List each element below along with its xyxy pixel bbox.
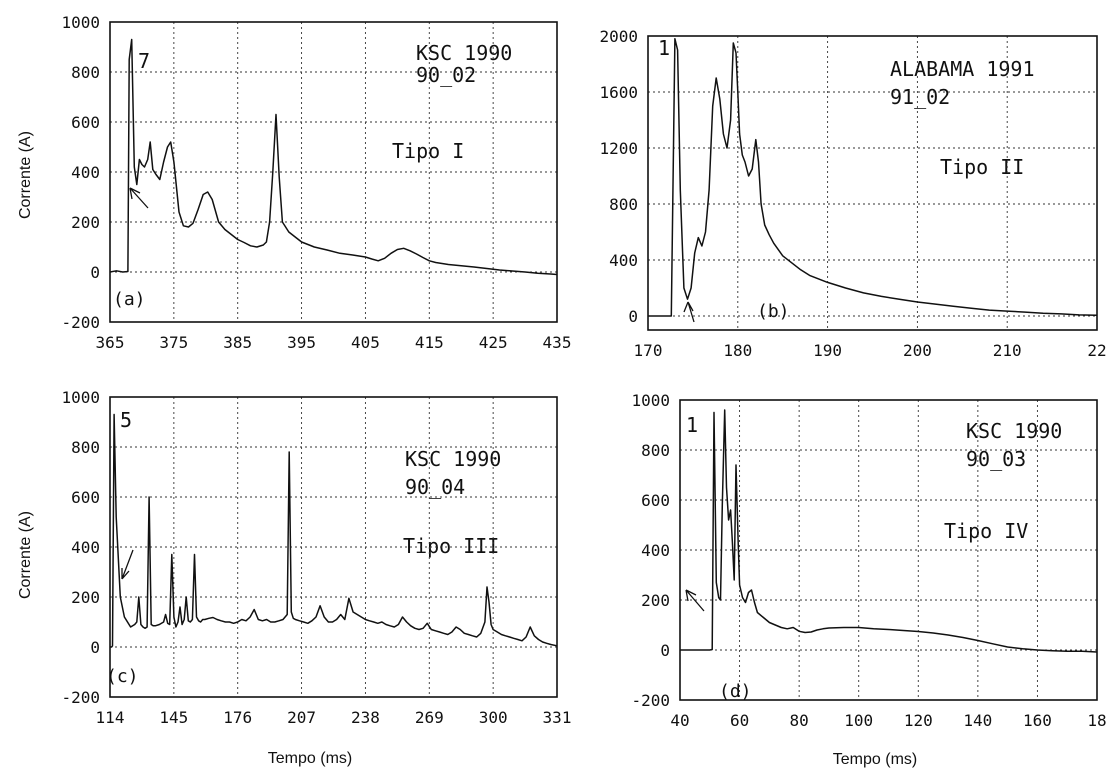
x-tick-label: 238 [351,708,380,727]
x-tick-label: 60 [730,711,749,730]
x-tick-label: 140 [963,711,992,730]
arrow-indicator [121,549,134,580]
current-trace [680,409,1098,653]
panel-b: ALABAMA 1991 91_02 Tipo II 1 (b) 170 180 1… [599,27,1106,360]
annotation-stroke-count: 5 [120,408,132,432]
y-tick-label: 1200 [599,139,638,158]
y-tick-label: 600 [71,488,100,507]
y-tick-label: 200 [71,213,100,232]
x-tick-label: 120 [904,711,933,730]
x-tick-label: 210 [993,341,1022,360]
arrow-indicator [683,301,695,323]
y-axis-label: Corrente (A) [17,511,34,599]
y-tick-label: 800 [609,195,638,214]
x-axis-label: Tempo (ms) [833,751,917,768]
y-tick-label: 1600 [599,83,638,102]
x-tick-label: 180 [723,341,752,360]
annotation-type: Tipo III [403,534,499,558]
y-tick-label: 0 [628,307,638,326]
x-tick-label: 405 [351,333,380,352]
plot-frame [647,35,1098,331]
annotation-event-id: 90_02 [416,63,476,87]
annotation-date-label: KSC 1990 [416,41,512,65]
arrow-indicator [685,589,705,612]
annotation-type: Tipo II [940,155,1024,179]
current-trace [648,38,1098,317]
x-tick-label: 425 [479,333,508,352]
y-tick-label: 200 [641,591,670,610]
panel-d: Tempo (ms) KSC 1990 90_03 Tipo IV 1 (d) … [631,391,1106,768]
annotation-event-id: 91_02 [890,85,950,109]
annotation-date-label: ALABAMA 1991 [890,57,1035,81]
annotation-stroke-count: 7 [138,49,150,73]
annotation-date-label: KSC 1990 [405,447,501,471]
annotation-event-id: 90_04 [405,475,465,499]
y-tick-label: 1000 [61,13,100,32]
current-trace [110,413,558,648]
x-tick-label: 269 [415,708,444,727]
y-tick-label: 0 [90,263,100,282]
x-tick-label: 207 [287,708,316,727]
annotation-type: Tipo IV [944,519,1028,543]
panel-letter: (b) [757,301,790,322]
y-tick-label: 1000 [631,391,670,410]
x-tick-label: 40 [670,711,689,730]
panel-letter: (a) [113,289,146,310]
y-tick-label: -200 [61,688,100,707]
x-tick-label: 331 [543,708,572,727]
plot-frame [109,21,558,323]
x-tick-label: 160 [1023,711,1052,730]
x-tick-label: 375 [159,333,188,352]
x-tick-label: 415 [415,333,444,352]
panel-letter: (c) [106,666,139,687]
annotation-date-label: KSC 1990 [966,419,1062,443]
y-tick-label: 800 [71,63,100,82]
y-tick-label: 0 [90,638,100,657]
annotation-stroke-count: 1 [686,413,698,437]
panel-c: Corrente (A) Tempo (ms) KSC 1990 90_04 T… [17,388,571,767]
x-tick-label: 114 [96,708,125,727]
y-tick-label: 400 [641,541,670,560]
x-axis-label: Tempo (ms) [268,750,352,767]
y-tick-label: 400 [609,251,638,270]
x-tick-label: 300 [479,708,508,727]
x-tick-label: 435 [543,333,572,352]
annotation-type: Tipo I [392,139,464,163]
x-tick-label: 145 [159,708,188,727]
y-tick-label: 800 [641,441,670,460]
current-trace [109,38,558,276]
panel-letter: (d) [719,681,752,702]
y-tick-label: -200 [61,313,100,332]
x-tick-label: 18 [1087,711,1106,730]
x-tick-label: 80 [790,711,809,730]
x-tick-label: 176 [223,708,252,727]
x-tick-label: 200 [903,341,932,360]
x-tick-label: 190 [813,341,842,360]
x-tick-label: 365 [96,333,125,352]
x-tick-label: 385 [223,333,252,352]
y-tick-label: -200 [631,691,670,710]
x-tick-label: 22 [1087,341,1106,360]
x-tick-label: 100 [844,711,873,730]
y-tick-label: 800 [71,438,100,457]
y-tick-label: 200 [71,588,100,607]
y-tick-label: 600 [71,113,100,132]
y-tick-label: 600 [641,491,670,510]
plot-frame [679,399,1098,701]
annotation-stroke-count: 1 [658,36,670,60]
y-tick-label: 400 [71,538,100,557]
panel-a: Corrente (A) KSC 1990 90_02 Tipo I 7 (a)… [17,13,571,352]
y-tick-label: 1000 [61,388,100,407]
y-tick-label: 0 [660,641,670,660]
y-tick-label: 400 [71,163,100,182]
x-tick-label: 170 [634,341,663,360]
annotation-event-id: 90_03 [966,447,1026,471]
x-tick-label: 395 [287,333,316,352]
arrow-indicator [129,187,149,209]
y-axis-label: Corrente (A) [17,131,34,219]
plot-frame [109,396,558,698]
y-tick-label: 2000 [599,27,638,46]
